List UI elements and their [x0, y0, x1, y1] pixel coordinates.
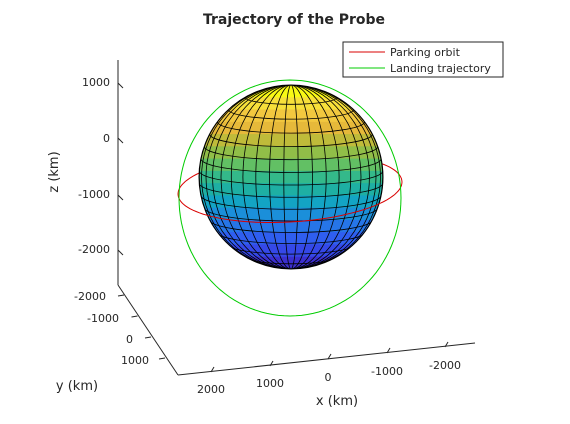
axes-lines	[117, 60, 476, 376]
y-tick-mark	[144, 336, 152, 339]
sphere-meridian-line	[290, 85, 362, 269]
sphere-meridian-line	[290, 85, 370, 269]
tick-marks	[117, 82, 449, 373]
legend-label-landing-trajectory: Landing trajectory	[390, 62, 491, 75]
sphere-color-band	[199, 170, 383, 184]
x-tick-mark	[210, 366, 215, 373]
sphere-latitude-line	[200, 158, 382, 173]
y-tick-mark	[131, 315, 138, 318]
sphere-meridian-line	[269, 85, 292, 269]
sphere-meridian-line	[205, 85, 292, 269]
sphere-meridian-line	[255, 85, 292, 269]
sphere-meridian-line	[290, 85, 377, 269]
z-tick-mark	[117, 194, 124, 201]
sphere-meridian-line	[199, 85, 292, 269]
parking-orbit-front	[177, 181, 403, 223]
y-tick-label: -1000	[87, 312, 119, 325]
sphere-latitude-line	[199, 170, 383, 186]
sphere-color-band	[199, 256, 383, 269]
x-tick-mark	[269, 360, 274, 367]
x-tick-label: -2000	[429, 359, 461, 372]
sphere-meridian-line	[290, 85, 352, 269]
sphere-meridian-line	[212, 85, 292, 269]
sphere-latitude-line	[244, 97, 338, 105]
sphere-meridian-line	[283, 85, 292, 269]
sphere-color-band	[199, 207, 383, 221]
sphere-meridian-line	[290, 85, 327, 269]
sphere-meridian-line	[220, 85, 292, 269]
sphere-meridian-line	[290, 85, 383, 269]
sphere-meridians	[199, 85, 383, 269]
sphere-latitude-line	[209, 133, 373, 147]
x-tick-label: 1000	[256, 377, 284, 390]
z-tick-mark	[117, 137, 124, 144]
x-tick-mark	[444, 341, 449, 348]
sphere-color-band	[199, 134, 383, 147]
x-tick-label: 2000	[197, 383, 225, 396]
z-tick-mark	[117, 249, 124, 256]
sphere-meridian-line	[290, 85, 299, 269]
z-axis-label: z (km)	[47, 151, 62, 192]
x-tick-mark	[386, 347, 391, 354]
legend-label-parking-orbit: Parking orbit	[390, 46, 461, 59]
sphere-latitude-line	[209, 219, 373, 233]
x-tick-labels: 2000 1000 0 -1000 -2000	[197, 359, 461, 396]
x-axis-label: x (km)	[316, 394, 358, 409]
sphere-latitude-line	[203, 146, 379, 161]
sphere-meridian-line	[290, 85, 381, 269]
z-tick-labels: 1000 0 -1000 -2000	[78, 76, 110, 256]
x-tick-mark	[327, 353, 332, 360]
chart-title: Trajectory of the Probe	[203, 12, 385, 28]
y-axis-label: y (km)	[56, 379, 98, 394]
sphere-color-band	[199, 244, 383, 258]
sphere-color-band	[199, 219, 383, 233]
x-axis-line	[177, 342, 476, 376]
sphere-color-band	[199, 97, 383, 111]
sphere-latitude-line	[228, 109, 354, 120]
z-tick-label: -1000	[78, 188, 110, 201]
sphere-color-band	[199, 158, 383, 172]
landing-trajectory-line	[178, 79, 402, 317]
sphere-meridian-line	[290, 85, 313, 269]
y-tick-labels: -2000 -1000 0 1000	[74, 290, 149, 367]
x-tick-label: 0	[325, 371, 332, 384]
sphere-meridian-line	[290, 85, 340, 269]
z-tick-label: -2000	[78, 243, 110, 256]
x-tick-label: -1000	[371, 365, 403, 378]
sphere-color-band	[199, 121, 383, 135]
sphere-latitude-line	[217, 232, 365, 244]
y-tick-mark	[117, 294, 125, 297]
legend: Parking orbit Landing trajectory	[342, 41, 504, 78]
sphere-color-band	[199, 146, 383, 160]
sphere-latitude-line	[199, 183, 383, 198]
y-tick-label: -2000	[74, 290, 106, 303]
sphere-meridian-line	[201, 85, 292, 269]
y-tick-label: 1000	[121, 354, 149, 367]
sphere-color-band	[199, 85, 383, 98]
z-tick-label: 0	[103, 132, 110, 145]
y-tick-label: 0	[126, 333, 133, 346]
sphere-color-band	[199, 183, 383, 196]
sphere-meridian-line	[230, 85, 292, 269]
z-tick-label: 1000	[82, 76, 110, 89]
y-tick-mark	[158, 357, 166, 360]
sphere-meridian-line	[242, 85, 292, 269]
sphere-latitude-line	[200, 195, 382, 210]
legend-box	[342, 41, 504, 78]
z-tick-mark	[117, 82, 124, 89]
y-axis-line	[117, 284, 179, 376]
sphere-latitude-line	[203, 207, 379, 222]
